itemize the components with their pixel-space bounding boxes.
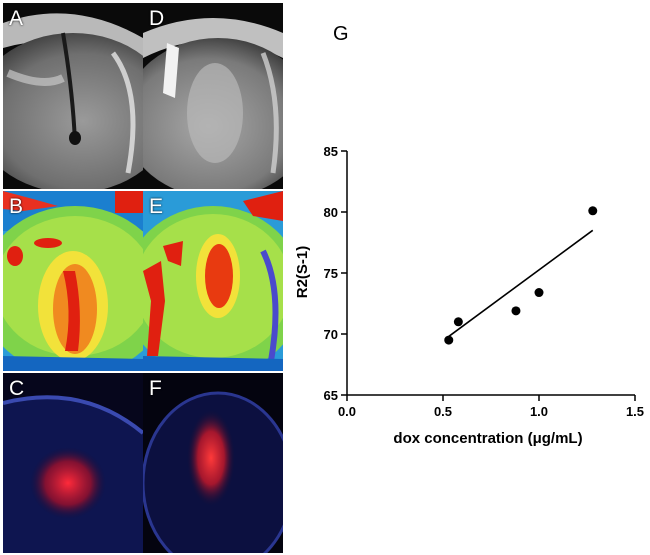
mri-image-a <box>3 3 143 189</box>
x-tick-label: 0.5 <box>434 404 452 419</box>
data-point <box>534 288 544 298</box>
x-tick-label: 1.0 <box>530 404 548 419</box>
mri-image-d <box>143 3 283 189</box>
x-axis-label: dox concentration (μg/mL) <box>393 430 582 447</box>
panel-label-f: F <box>149 377 162 400</box>
chart-axes <box>346 151 635 396</box>
panel-label-d: D <box>149 7 165 30</box>
panel-label-e: E <box>149 195 164 218</box>
panel-label-g: G <box>333 23 349 45</box>
fit-line-group <box>448 229 594 338</box>
panel-c-fluorescence: C <box>3 373 143 553</box>
y-tick-label: 70 <box>324 327 338 342</box>
data-point <box>588 206 598 216</box>
panel-label-a: A <box>9 7 24 30</box>
r2-map-e <box>143 191 283 371</box>
fluorescence-image-c <box>3 373 143 553</box>
data-points <box>444 206 598 345</box>
data-point <box>444 335 454 345</box>
y-tick-label: 85 <box>324 144 338 159</box>
y-tick-label: 65 <box>324 388 338 403</box>
panel-f-fluorescence: F <box>143 373 283 553</box>
panel-e-r2map: E <box>143 191 283 371</box>
data-point <box>511 306 521 316</box>
x-tick-label: 1.5 <box>626 404 644 419</box>
fluorescence-image-f <box>143 373 283 553</box>
data-point <box>453 317 463 327</box>
panel-label-c: C <box>9 377 25 400</box>
panel-a-mri: A <box>3 3 143 189</box>
panel-b-r2map: B <box>3 191 143 371</box>
y-tick-label: 75 <box>324 266 338 281</box>
scatter-chart: G 0.0 0.5 1.0 1.5 65 70 75 80 85 dox concentrati… <box>294 23 645 447</box>
x-tick-label: 0.0 <box>338 404 356 419</box>
r2-map-b <box>3 191 143 371</box>
chart-ticks: 0.0 0.5 1.0 1.5 65 70 75 80 85 <box>324 144 645 419</box>
panel-d-mri: D <box>143 3 283 189</box>
y-axis-label: R2(S-1) <box>294 246 311 299</box>
panel-label-b: B <box>9 195 24 218</box>
y-tick-label: 80 <box>324 205 338 220</box>
fit-line <box>448 229 594 338</box>
